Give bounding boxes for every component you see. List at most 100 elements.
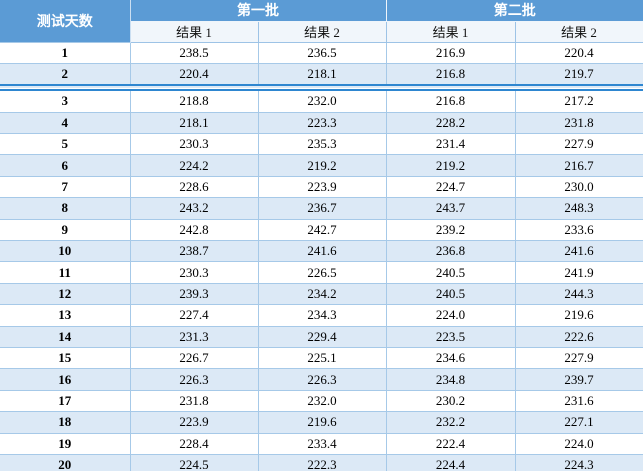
value-cell: 232.0 <box>257 87 387 113</box>
value-cell: 239.7 <box>514 368 643 391</box>
value-cell: 226.3 <box>129 368 259 391</box>
value-cell: 228.6 <box>129 175 259 199</box>
value-cell: 222.4 <box>385 432 516 455</box>
value-cell: 232.0 <box>257 389 387 413</box>
table-row: 15 226.7 225.1 234.6 227.9 <box>0 346 643 370</box>
table-row: 18 223.9 219.6 232.2 227.1 <box>0 411 643 434</box>
day-cell: 20 <box>0 453 131 471</box>
day-cell: 3 <box>0 87 131 113</box>
value-cell: 224.2 <box>129 154 259 177</box>
group-header-batch1: 第一批 <box>130 0 386 22</box>
value-cell: 241.9 <box>514 261 643 284</box>
value-cell: 222.6 <box>514 325 643 348</box>
table-row: 2 220.4 218.1 216.8 219.7 <box>0 62 643 92</box>
day-cell: 12 <box>0 282 131 306</box>
value-cell: 219.6 <box>514 304 643 327</box>
day-cell: 4 <box>0 111 131 135</box>
value-cell: 216.9 <box>385 41 516 64</box>
value-cell: 241.6 <box>514 240 643 263</box>
day-cell: 5 <box>0 133 131 156</box>
value-cell: 226.7 <box>129 346 259 370</box>
value-cell: 218.1 <box>129 111 259 135</box>
value-cell: 224.3 <box>514 453 643 471</box>
value-cell: 244.3 <box>514 282 643 306</box>
value-cell: 242.7 <box>257 218 387 242</box>
table-row: 10 238.7 241.6 236.8 241.6 <box>0 240 643 263</box>
table-row: 5 230.3 235.3 231.4 227.9 <box>0 133 643 156</box>
value-cell: 231.8 <box>514 111 643 135</box>
day-cell: 1 <box>0 41 131 64</box>
sub-header-row: 结果 1 结果 2 结果 1 结果 2 <box>0 21 643 43</box>
day-cell: 2 <box>0 62 131 92</box>
value-cell: 227.4 <box>129 304 259 327</box>
value-cell: 238.5 <box>129 41 259 64</box>
value-cell: 219.7 <box>514 62 643 92</box>
sub-header-batch1-result1: 结果 1 <box>129 21 259 43</box>
value-cell: 216.7 <box>514 154 643 177</box>
value-cell: 234.3 <box>257 304 387 327</box>
value-cell: 238.7 <box>129 240 259 263</box>
value-cell: 220.4 <box>514 41 643 64</box>
value-cell: 230.3 <box>129 133 259 156</box>
table-row: 13 227.4 234.3 224.0 219.6 <box>0 304 643 327</box>
value-cell: 241.6 <box>257 240 387 263</box>
day-cell: 13 <box>0 304 131 327</box>
table-row: 4 218.1 223.3 228.2 231.8 <box>0 111 643 135</box>
table-row: 1 238.5 236.5 216.9 220.4 <box>0 41 643 64</box>
value-cell: 227.9 <box>514 346 643 370</box>
value-cell: 223.3 <box>257 111 387 135</box>
value-cell: 224.5 <box>129 453 259 471</box>
value-cell: 227.9 <box>514 133 643 156</box>
value-cell: 226.3 <box>257 368 387 391</box>
day-cell: 18 <box>0 411 131 434</box>
day-cell: 11 <box>0 261 131 284</box>
value-cell: 223.5 <box>385 325 516 348</box>
value-cell: 231.3 <box>129 325 259 348</box>
value-cell: 230.0 <box>514 175 643 199</box>
value-cell: 233.6 <box>514 218 643 242</box>
table-row: 12 239.3 234.2 240.5 244.3 <box>0 282 643 306</box>
value-cell: 229.4 <box>257 325 387 348</box>
value-cell: 224.0 <box>514 432 643 455</box>
value-cell: 225.1 <box>257 346 387 370</box>
table-row: 3 218.8 232.0 216.8 217.2 <box>0 87 643 113</box>
table-row: 17 231.8 232.0 230.2 231.6 <box>0 389 643 413</box>
value-cell: 239.2 <box>385 218 516 242</box>
value-cell: 236.7 <box>257 197 387 220</box>
value-cell: 226.5 <box>257 261 387 284</box>
value-cell: 228.4 <box>129 432 259 455</box>
table-row: 20 224.5 222.3 224.4 224.3 <box>0 453 643 471</box>
value-cell: 234.6 <box>385 346 516 370</box>
value-cell: 230.2 <box>385 389 516 413</box>
value-cell: 239.3 <box>129 282 259 306</box>
value-cell: 236.5 <box>257 41 387 64</box>
group-header-row: 测试天数 第一批 第二批 <box>0 0 643 42</box>
sub-header-batch2-result1: 结果 1 <box>385 21 516 43</box>
value-cell: 222.3 <box>257 453 387 471</box>
table-row: 6 224.2 219.2 219.2 216.7 <box>0 154 643 177</box>
value-cell: 219.2 <box>257 154 387 177</box>
value-cell: 219.6 <box>257 411 387 434</box>
value-cell: 216.8 <box>385 62 516 92</box>
value-cell: 216.8 <box>385 87 516 113</box>
table-row: 8 243.2 236.7 243.7 248.3 <box>0 197 643 220</box>
table-row: 19 228.4 233.4 222.4 224.0 <box>0 432 643 455</box>
day-cell: 15 <box>0 346 131 370</box>
value-cell: 231.8 <box>129 389 259 413</box>
table-row: 14 231.3 229.4 223.5 222.6 <box>0 325 643 348</box>
value-cell: 231.6 <box>514 389 643 413</box>
value-cell: 236.8 <box>385 240 516 263</box>
table-row: 7 228.6 223.9 224.7 230.0 <box>0 175 643 199</box>
value-cell: 231.4 <box>385 133 516 156</box>
table-row: 9 242.8 242.7 239.2 233.6 <box>0 218 643 242</box>
value-cell: 243.2 <box>129 197 259 220</box>
day-cell: 10 <box>0 240 131 263</box>
table-row: 11 230.3 226.5 240.5 241.9 <box>0 261 643 284</box>
sub-header-batch1-result2: 结果 2 <box>257 21 387 43</box>
day-cell: 8 <box>0 197 131 220</box>
value-cell: 248.3 <box>514 197 643 220</box>
value-cell: 235.3 <box>257 133 387 156</box>
value-cell: 240.5 <box>385 282 516 306</box>
group-header-batch2: 第二批 <box>385 0 643 22</box>
